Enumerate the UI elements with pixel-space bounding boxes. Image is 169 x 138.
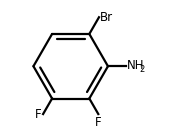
Text: NH: NH xyxy=(127,59,144,72)
Text: Br: Br xyxy=(100,11,113,24)
Text: F: F xyxy=(95,116,102,129)
Text: F: F xyxy=(35,108,42,121)
Text: 2: 2 xyxy=(140,65,145,74)
